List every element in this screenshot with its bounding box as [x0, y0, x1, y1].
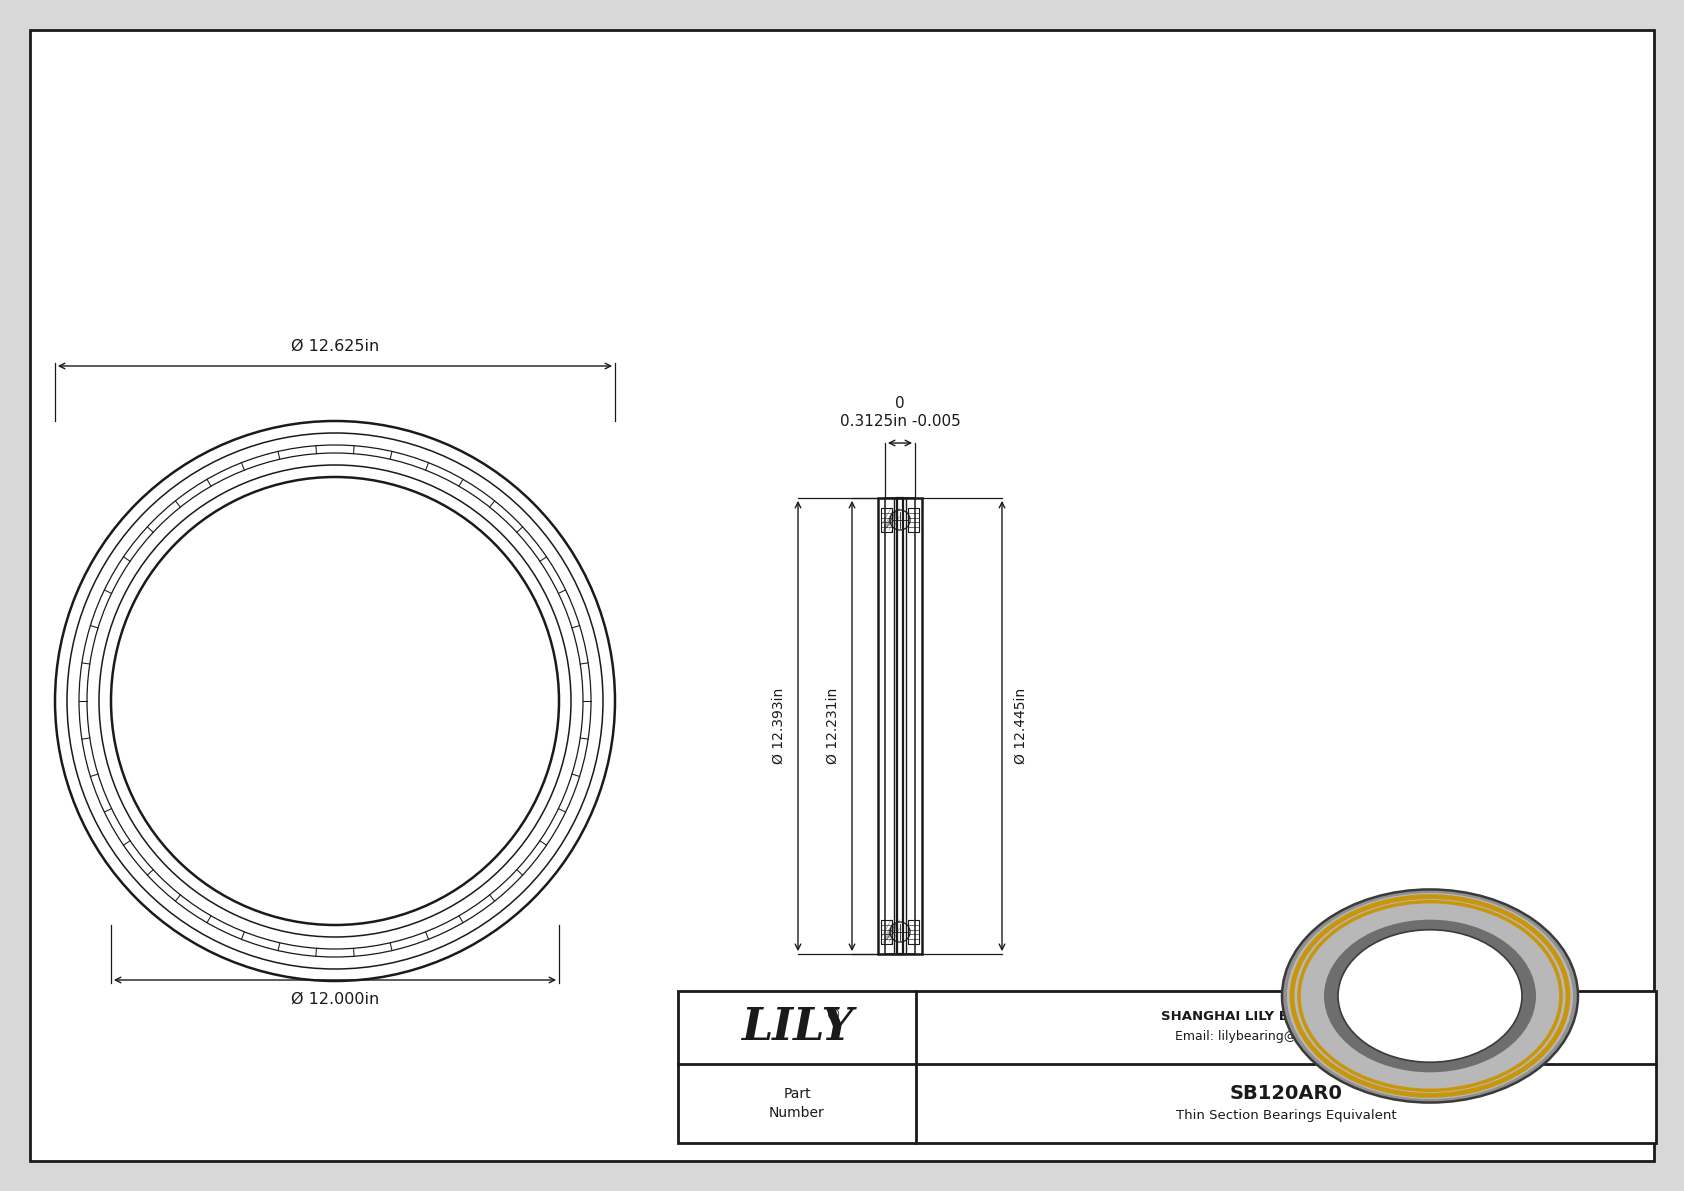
Bar: [898, 498, 903, 954]
Ellipse shape: [1305, 906, 1554, 1086]
Ellipse shape: [1324, 919, 1537, 1073]
Text: Ø 12.445in: Ø 12.445in: [1014, 688, 1027, 765]
Text: LILY: LILY: [741, 1006, 854, 1049]
Ellipse shape: [1312, 910, 1549, 1081]
Ellipse shape: [1302, 904, 1558, 1089]
Bar: [881, 921, 893, 944]
Ellipse shape: [1335, 928, 1526, 1065]
Text: ®: ®: [825, 1008, 840, 1023]
Ellipse shape: [1287, 893, 1573, 1099]
Ellipse shape: [1332, 925, 1527, 1067]
Ellipse shape: [1339, 930, 1522, 1062]
Ellipse shape: [1287, 893, 1573, 1099]
Text: Ø 12.625in: Ø 12.625in: [291, 339, 379, 354]
Text: Email: lilybearing@lily-bearing.com: Email: lilybearing@lily-bearing.com: [1175, 1030, 1398, 1043]
Bar: [881, 509, 893, 532]
Ellipse shape: [1324, 919, 1536, 1072]
Text: 0: 0: [896, 395, 904, 411]
Text: SHANGHAI LILY BEARING LIMITED: SHANGHAI LILY BEARING LIMITED: [1160, 1010, 1411, 1023]
Ellipse shape: [1317, 915, 1543, 1078]
Text: 0.3125in -0.005: 0.3125in -0.005: [840, 414, 960, 429]
Ellipse shape: [1314, 912, 1546, 1079]
Ellipse shape: [1329, 923, 1531, 1068]
Bar: [908, 921, 918, 944]
Bar: [886, 498, 914, 954]
Bar: [877, 498, 923, 954]
Ellipse shape: [1282, 890, 1578, 1103]
Bar: [894, 498, 906, 954]
Ellipse shape: [1293, 897, 1568, 1095]
Text: Ø 12.231in: Ø 12.231in: [825, 688, 840, 765]
Ellipse shape: [1320, 917, 1539, 1075]
Ellipse shape: [1308, 909, 1553, 1084]
Text: Ø 12.393in: Ø 12.393in: [771, 688, 786, 765]
Ellipse shape: [1339, 930, 1522, 1062]
Bar: [908, 509, 918, 532]
Ellipse shape: [1290, 896, 1569, 1097]
Text: Part
Number: Part Number: [770, 1087, 825, 1120]
Ellipse shape: [1298, 902, 1561, 1090]
Text: SB120AR0: SB120AR0: [1229, 1084, 1342, 1103]
Ellipse shape: [1283, 891, 1576, 1102]
Bar: [679, 991, 1655, 1143]
Ellipse shape: [1325, 921, 1534, 1071]
Text: Ø 12.000in: Ø 12.000in: [291, 992, 379, 1008]
Ellipse shape: [1297, 899, 1564, 1092]
Text: Thin Section Bearings Equivalent: Thin Section Bearings Equivalent: [1175, 1109, 1396, 1122]
Ellipse shape: [1339, 930, 1522, 1062]
